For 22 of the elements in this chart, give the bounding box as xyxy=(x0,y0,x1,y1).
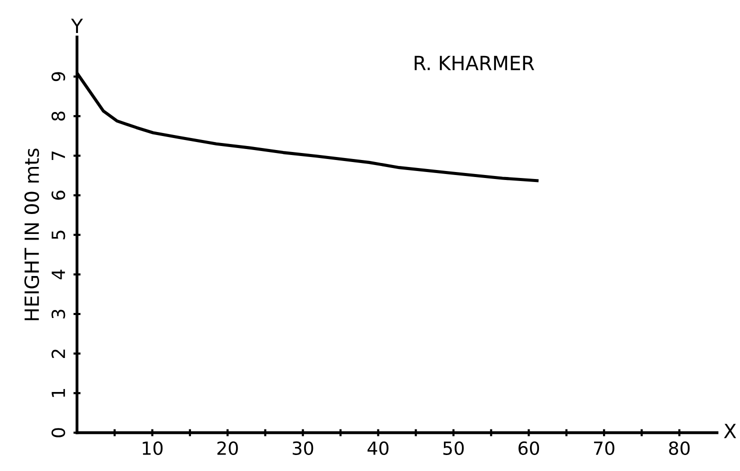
y-axis-title: HEIGHT IN 00 mts xyxy=(24,148,40,320)
y-tick-label: 9 xyxy=(52,72,66,82)
y-tick-label: 1 xyxy=(52,389,65,397)
x-tick-label: 20 xyxy=(217,441,238,456)
x-tick-label: 10 xyxy=(142,441,163,456)
x-tick-label: 40 xyxy=(368,441,388,456)
text: Y xyxy=(71,18,83,33)
y-tick-label: 3 xyxy=(52,310,66,318)
x-tick-label: 30 xyxy=(292,441,314,456)
y-tick-label: 0 xyxy=(52,428,66,438)
x-tick-label: 60 xyxy=(518,441,540,456)
x-tick-label: 50 xyxy=(443,441,464,456)
y-tick-label: 7 xyxy=(52,152,65,160)
y-tick-label: 2 xyxy=(52,350,65,358)
y-tick-label: 4 xyxy=(52,270,65,280)
y-tick-label: 6 xyxy=(52,190,66,200)
text: X xyxy=(724,424,736,438)
x-tick-label: 80 xyxy=(669,441,690,456)
y-tick-label: 8 xyxy=(52,112,66,121)
y-tick-label: 5 xyxy=(52,230,66,240)
text: R. KHARMER xyxy=(414,56,534,70)
x-tick-label: 70 xyxy=(594,441,614,456)
